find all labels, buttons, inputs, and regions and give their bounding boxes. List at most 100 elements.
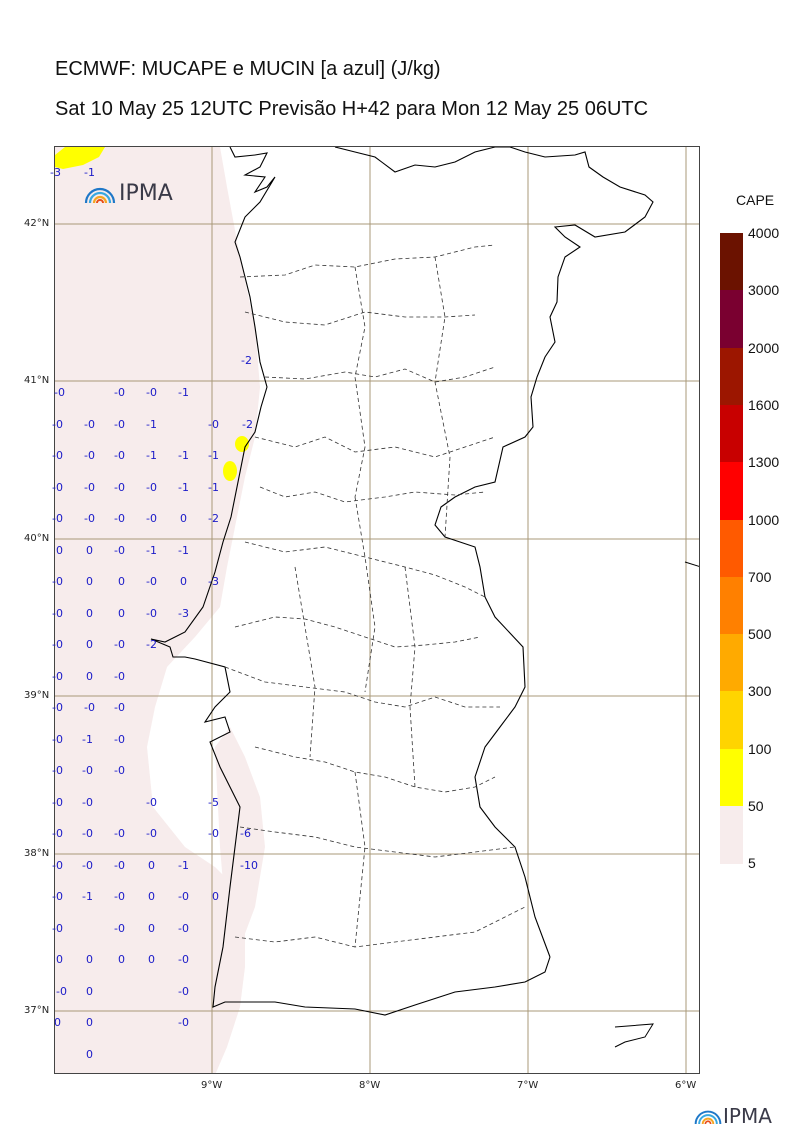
map-panel: IPMA xyxy=(54,146,700,1074)
cin-value: -0 xyxy=(146,796,157,809)
cin-value: -0 xyxy=(114,859,125,872)
cape-shading-ocean xyxy=(55,147,260,1073)
colorbar-label: 700 xyxy=(748,568,772,585)
cin-value: -0 xyxy=(84,418,95,431)
cin-value: -2 xyxy=(208,512,219,525)
cin-value: 0 xyxy=(86,1016,93,1029)
cin-value: -0 xyxy=(178,1016,189,1029)
cin-value: -3 xyxy=(178,607,189,620)
colorbar-label: 5 xyxy=(748,855,756,872)
latitude-label: 42°N xyxy=(24,218,50,229)
colorbar-cell xyxy=(720,748,743,807)
cin-value: -1 xyxy=(178,449,189,462)
cin-value: -0 xyxy=(82,764,93,777)
cin-value: -0 xyxy=(114,890,125,903)
latitude-label: 39°N xyxy=(24,690,50,701)
cin-value: -0 xyxy=(52,512,63,525)
latitude-label: 38°N xyxy=(24,848,50,859)
colorbar-cell xyxy=(720,347,743,406)
cin-value: -1 xyxy=(82,733,93,746)
cin-value: 0 xyxy=(118,953,125,966)
cin-value: 0 xyxy=(148,890,155,903)
graticule xyxy=(55,147,699,1073)
cin-value: -2 xyxy=(146,638,157,651)
cin-value: -1 xyxy=(82,890,93,903)
cin-value: -0 xyxy=(208,418,219,431)
cin-value: 0 xyxy=(212,890,219,903)
cin-value: 0 xyxy=(148,953,155,966)
cape-spot-northwest xyxy=(55,147,105,169)
cin-value: -0 xyxy=(114,827,125,840)
spain-border-east xyxy=(684,561,699,567)
cin-value: -3 xyxy=(50,166,61,179)
cin-value: -0 xyxy=(52,575,63,588)
colorbar-label: 50 xyxy=(748,798,764,814)
cin-value: -1 xyxy=(178,481,189,494)
cin-value: -0 xyxy=(114,544,125,557)
cin-value: -0 xyxy=(146,481,157,494)
cin-value: -0 xyxy=(178,922,189,935)
cin-value: -0 xyxy=(52,701,63,714)
cin-value: -0 xyxy=(114,701,125,714)
cin-value: -0 xyxy=(52,922,63,935)
cin-value: -2 xyxy=(242,418,253,431)
guadiana-mouth xyxy=(614,1023,654,1048)
cin-value: 0 xyxy=(54,1016,61,1029)
colorbar-cell xyxy=(720,404,743,463)
cin-value: -0 xyxy=(82,796,93,809)
cin-value: -0 xyxy=(146,512,157,525)
cin-value: -1 xyxy=(84,166,95,179)
cin-value: -0 xyxy=(84,449,95,462)
cin-value: -0 xyxy=(178,985,189,998)
cin-value: -0 xyxy=(114,670,125,683)
cin-value: -0 xyxy=(82,859,93,872)
cin-value: -0 xyxy=(146,827,157,840)
longitude-label: 7°W xyxy=(517,1080,539,1091)
colorbar-label: 300 xyxy=(748,683,772,700)
cin-value: -0 xyxy=(52,638,63,651)
cin-value: -1 xyxy=(146,544,157,557)
cin-value: -1 xyxy=(178,386,189,399)
cin-value: -1 xyxy=(146,449,157,462)
latitude-label: 41°N xyxy=(24,375,50,386)
longitude-label: 8°W xyxy=(359,1080,381,1091)
cin-value: -0 xyxy=(52,607,63,620)
colorbar-label: 2000 xyxy=(748,339,780,356)
cin-value: -0 xyxy=(114,449,125,462)
cin-value: -0 xyxy=(178,890,189,903)
cin-value: -0 xyxy=(114,638,125,651)
ipma-footer-logo-text: IPMA xyxy=(723,1104,772,1128)
cin-value: -1 xyxy=(178,859,189,872)
colorbar-cell xyxy=(720,806,743,864)
cin-value: -0 xyxy=(52,764,63,777)
coastline xyxy=(150,147,551,1016)
cin-value: -0 xyxy=(52,481,63,494)
cin-value: -0 xyxy=(82,827,93,840)
cin-value: 0 xyxy=(180,512,187,525)
colorbar-cell xyxy=(720,462,743,521)
cin-value: -1 xyxy=(208,449,219,462)
cin-value: -1 xyxy=(146,418,157,431)
cin-value: -3 xyxy=(208,575,219,588)
cin-value: 0 xyxy=(86,544,93,557)
colorbar-label: 1300 xyxy=(748,454,780,471)
cin-value: -0 xyxy=(52,859,63,872)
cin-value: -0 xyxy=(84,701,95,714)
cin-value: 0 xyxy=(86,607,93,620)
cin-value: -10 xyxy=(240,859,258,872)
longitude-label: 9°W xyxy=(201,1080,223,1091)
colorbar-cell xyxy=(720,634,743,693)
latitude-label: 37°N xyxy=(24,1005,50,1016)
cin-value: -1 xyxy=(178,544,189,557)
cin-value: -0 xyxy=(54,386,65,399)
north-border xyxy=(334,147,496,173)
cin-value: -0 xyxy=(146,386,157,399)
cin-value: -2 xyxy=(241,354,252,367)
cin-value: 0 xyxy=(148,922,155,935)
colorbar-label: 4000 xyxy=(748,225,780,241)
cin-value: -0 xyxy=(146,575,157,588)
colorbar-cell xyxy=(720,691,743,750)
chart-subtitle: Sat 10 May 25 12UTC Previsão H+42 para M… xyxy=(55,98,649,120)
colorbar-cell xyxy=(720,519,743,578)
colorbar-cell xyxy=(720,290,743,349)
